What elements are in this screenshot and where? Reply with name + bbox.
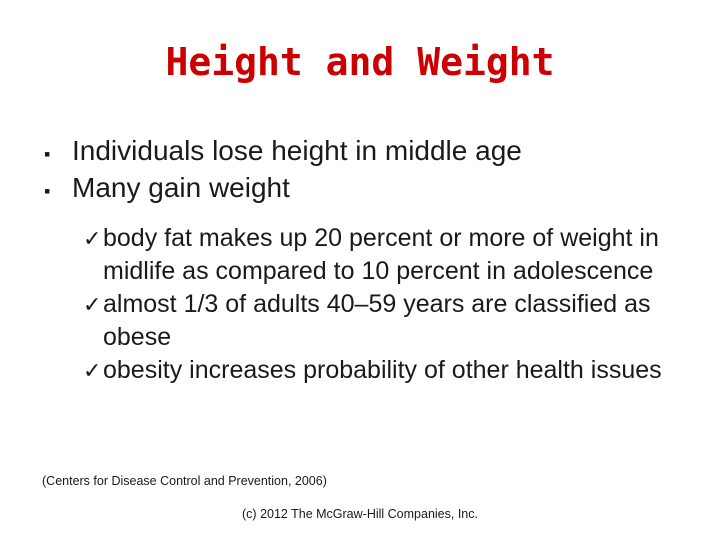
slide-title: Height and Weight — [165, 40, 555, 84]
checkmark-icon: ✓ — [83, 292, 102, 317]
copyright-footer: (c) 2012 The McGraw-Hill Companies, Inc. — [242, 507, 478, 521]
subbullet-item: ✓ obesity increases probability of other… — [83, 354, 703, 387]
citation: (Centers for Disease Control and Prevent… — [42, 474, 327, 488]
square-bullet-icon: ▪ — [44, 144, 51, 164]
bullet-list: ▪ Individuals lose height in middle age … — [44, 132, 704, 206]
bullet-item: ▪ Many gain weight — [44, 169, 704, 206]
subbullet-item: ✓ body fat makes up 20 percent or more o… — [83, 222, 703, 288]
subbullet-list: ✓ body fat makes up 20 percent or more o… — [83, 222, 703, 387]
square-bullet-icon: ▪ — [44, 181, 51, 201]
bullet-text: Individuals lose height in middle age — [72, 135, 522, 166]
checkmark-icon: ✓ — [83, 358, 102, 383]
checkmark-icon: ✓ — [83, 226, 102, 251]
subbullet-text: obesity increases probability of other h… — [103, 356, 662, 384]
subbullet-text: almost 1/3 of adults 40–59 years are cla… — [103, 290, 651, 351]
bullet-item: ▪ Individuals lose height in middle age — [44, 132, 704, 169]
subbullet-text: body fat makes up 20 percent or more of … — [103, 224, 659, 285]
subbullet-item: ✓ almost 1/3 of adults 40–59 years are c… — [83, 288, 703, 354]
bullet-text: Many gain weight — [72, 172, 290, 203]
